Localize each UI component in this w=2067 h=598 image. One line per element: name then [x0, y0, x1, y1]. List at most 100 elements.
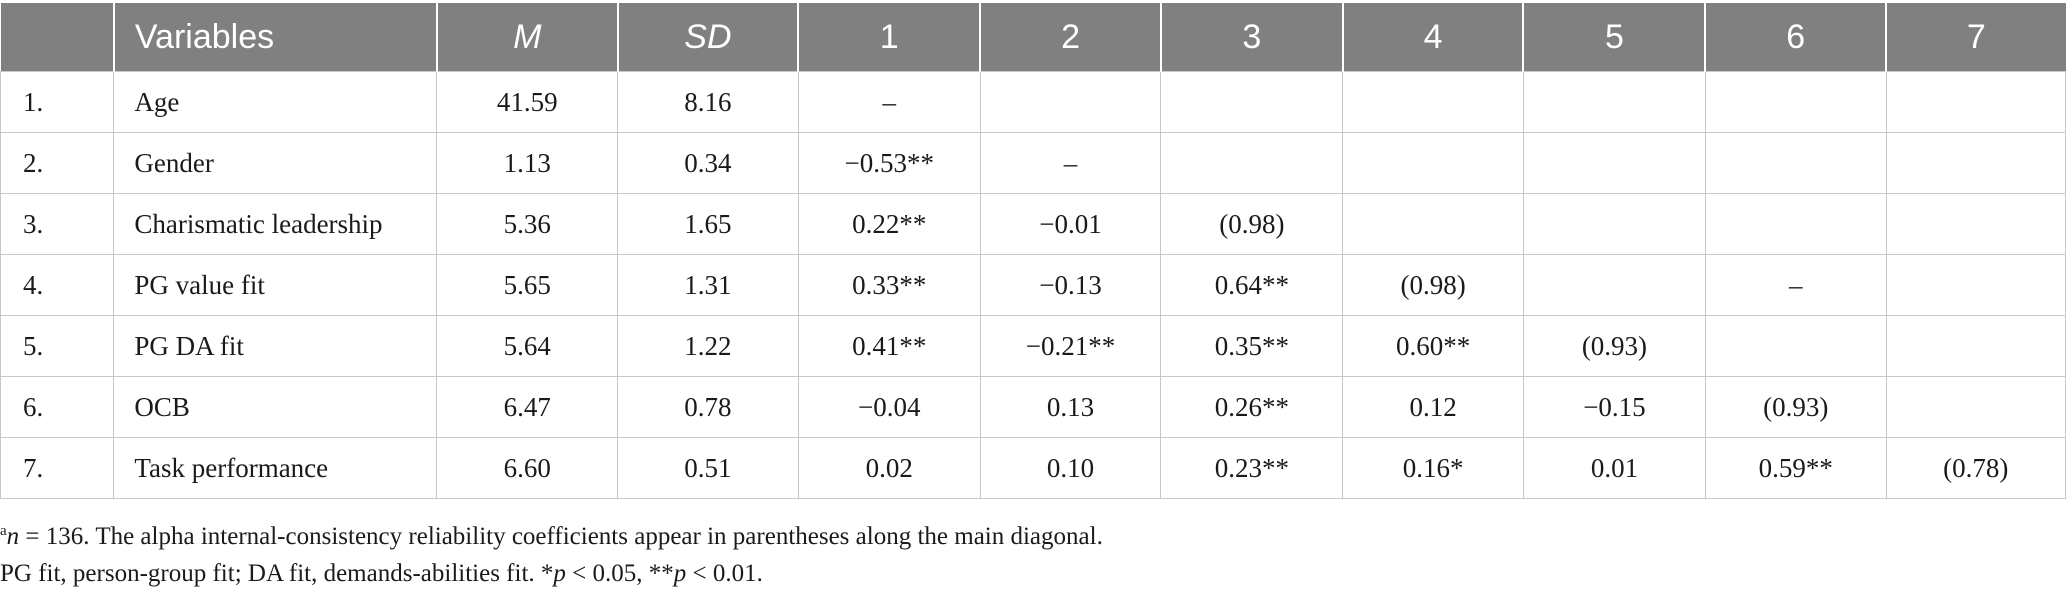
corr-cell: −0.15	[1522, 376, 1706, 438]
corr-cell: (0.93)	[1522, 315, 1706, 377]
sd-cell: 0.34	[617, 132, 799, 194]
corr-cell	[1885, 71, 2067, 133]
corr-cell: 0.64**	[1160, 254, 1344, 316]
corr-cell: 0.60**	[1342, 315, 1524, 377]
corr-cell: –	[797, 71, 981, 133]
corr-cell	[1704, 71, 1887, 133]
corr-cell	[1522, 71, 1706, 133]
header-variables: Variables	[112, 3, 437, 72]
corr-cell: 0.13	[979, 376, 1162, 438]
corr-cell	[1342, 71, 1524, 133]
corr-cell: 0.33**	[797, 254, 981, 316]
header-col-1: 1	[797, 3, 981, 72]
corr-cell: 0.35**	[1160, 315, 1344, 377]
mean-cell: 6.60	[436, 437, 619, 499]
mean-cell: 5.64	[436, 315, 619, 377]
corr-cell	[1522, 132, 1706, 194]
corr-cell: –	[979, 132, 1162, 194]
corr-cell	[1160, 132, 1344, 194]
header-col-7: 7	[1885, 3, 2066, 72]
variable-name: PG DA fit	[113, 315, 438, 377]
corr-cell: 0.26**	[1160, 376, 1344, 438]
corr-cell: 0.02	[797, 437, 981, 499]
footnote-marker: a	[0, 523, 7, 539]
note-text: < 0.05, **	[565, 560, 674, 587]
corr-cell: −0.01	[979, 193, 1162, 255]
correlation-table-container: Variables M SD 1 2 3 4 5 6 7 1. Age 41.5…	[0, 3, 2067, 499]
corr-cell: 0.22**	[797, 193, 981, 255]
sd-cell: 8.16	[617, 71, 799, 133]
row-number: 5.	[0, 315, 115, 377]
mean-cell: 6.47	[436, 376, 619, 438]
variable-name: Gender	[113, 132, 438, 194]
variable-name: Age	[113, 71, 438, 133]
header-col-6: 6	[1704, 3, 1887, 72]
corr-cell	[1885, 193, 2067, 255]
table-header: Variables M SD 1 2 3 4 5 6 7	[0, 3, 2066, 72]
corr-cell	[1704, 315, 1887, 377]
note-p-symbol: p	[673, 560, 687, 587]
corr-cell: (0.98)	[1342, 254, 1524, 316]
table-row: 4. PG value fit 5.65 1.31 0.33** −0.13 0…	[0, 254, 2067, 316]
corr-cell: 0.41**	[797, 315, 981, 377]
variable-name: PG value fit	[113, 254, 438, 316]
note-n-symbol: n	[6, 523, 20, 550]
variable-name: OCB	[113, 376, 438, 438]
corr-cell: −0.53**	[797, 132, 981, 194]
sd-cell: 1.22	[617, 315, 799, 377]
sd-cell: 0.51	[617, 437, 799, 499]
table-row: 3. Charismatic leadership 5.36 1.65 0.22…	[0, 193, 2067, 255]
table-row: 2. Gender 1.13 0.34 −0.53** –	[0, 132, 2067, 194]
corr-cell: 0.16*	[1342, 437, 1524, 499]
corr-cell: (0.93)	[1704, 376, 1887, 438]
corr-cell: 0.23**	[1160, 437, 1344, 499]
corr-cell	[1885, 315, 2067, 377]
mean-cell: 1.13	[436, 132, 619, 194]
table-note-line-2: PG fit, person-group fit; DA fit, demand…	[0, 555, 1103, 592]
row-number: 4.	[0, 254, 115, 316]
note-p-symbol: p	[553, 560, 566, 587]
note-text: PG fit, person-group fit; DA fit, demand…	[0, 560, 554, 587]
note-text: = 136. The alpha internal-consistency re…	[19, 523, 1103, 550]
header-mean: M	[435, 3, 618, 72]
table-row: 6. OCB 6.47 0.78 −0.04 0.13 0.26** 0.12 …	[0, 376, 2067, 438]
table-row: 5. PG DA fit 5.64 1.22 0.41** −0.21** 0.…	[0, 315, 2067, 377]
row-number: 3.	[0, 193, 115, 255]
row-number: 1.	[0, 71, 115, 133]
corr-cell	[1160, 71, 1344, 133]
header-row: Variables M SD 1 2 3 4 5 6 7	[0, 3, 2066, 72]
corr-cell: 0.10	[979, 437, 1162, 499]
corr-cell: (0.98)	[1160, 193, 1344, 255]
sd-cell: 1.65	[617, 193, 799, 255]
corr-cell	[1522, 254, 1706, 316]
row-number: 6.	[0, 376, 115, 438]
header-col-5: 5	[1522, 3, 1706, 72]
variable-name: Charismatic leadership	[113, 193, 438, 255]
corr-cell	[979, 71, 1162, 133]
table-row: 7. Task performance 6.60 0.51 0.02 0.10 …	[0, 437, 2067, 499]
corr-cell	[1885, 132, 2067, 194]
note-text: < 0.01.	[686, 560, 763, 587]
correlation-table: Variables M SD 1 2 3 4 5 6 7 1. Age 41.5…	[0, 3, 2067, 499]
corr-cell: –	[1704, 254, 1887, 316]
corr-cell: −0.21**	[979, 315, 1162, 377]
sd-cell: 0.78	[617, 376, 799, 438]
row-number: 7.	[0, 437, 115, 499]
corr-cell: 0.12	[1342, 376, 1524, 438]
corr-cell	[1342, 193, 1524, 255]
table-notes: an = 136. The alpha internal-consistency…	[0, 513, 1103, 592]
corr-cell: 0.01	[1522, 437, 1706, 499]
table-note-line-1: an = 136. The alpha internal-consistency…	[0, 513, 1103, 555]
header-col-4: 4	[1341, 3, 1524, 72]
sd-cell: 1.31	[617, 254, 799, 316]
corr-cell: −0.13	[979, 254, 1162, 316]
variable-name: Task performance	[113, 437, 438, 499]
corr-cell	[1885, 376, 2067, 438]
corr-cell: −0.04	[797, 376, 981, 438]
corr-cell: (0.78)	[1885, 437, 2067, 499]
corr-cell: 0.59**	[1704, 437, 1887, 499]
table-body: 1. Age 41.59 8.16 – 2. Gender 1.13 0.34 …	[0, 71, 2067, 499]
corr-cell	[1704, 193, 1887, 255]
row-number: 2.	[0, 132, 115, 194]
corr-cell	[1342, 132, 1524, 194]
